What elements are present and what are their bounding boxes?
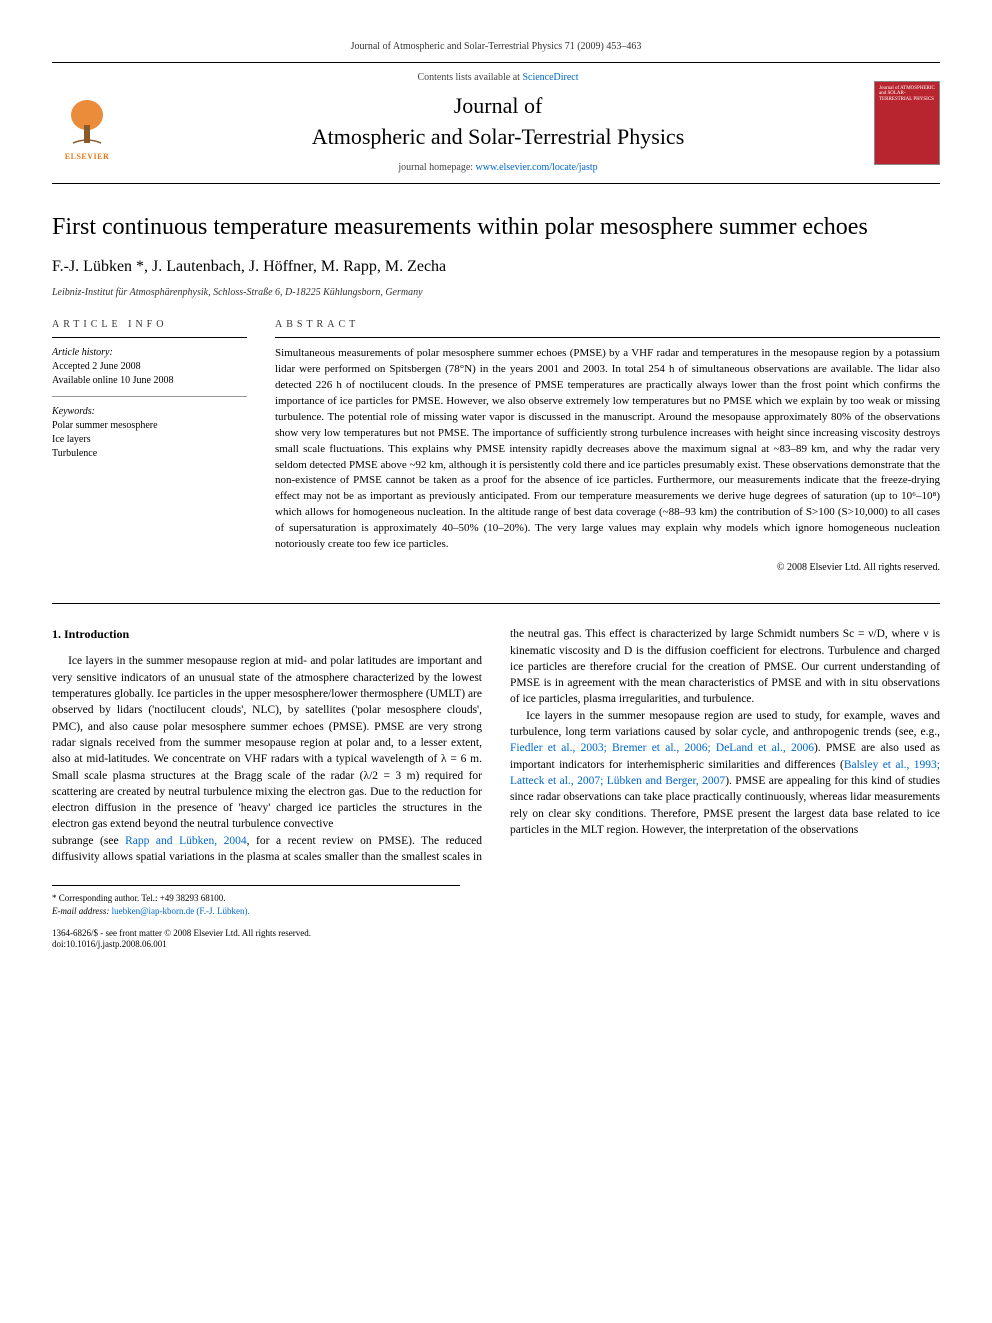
author-email-link[interactable]: luebken@iap-kborn.de (F.-J. Lübken).: [112, 906, 250, 916]
abstract-column: abstract Simultaneous measurements of po…: [275, 318, 940, 575]
article-history: Article history: Accepted 2 June 2008 Av…: [52, 346, 247, 397]
homepage-prefix: journal homepage:: [398, 162, 475, 173]
contents-available: Contents lists available at ScienceDirec…: [134, 71, 862, 85]
intro-para-2: Ice layers in the summer mesopause regio…: [510, 708, 940, 839]
keyword-3: Turbulence: [52, 447, 247, 461]
abstract-text: Simultaneous measurements of polar mesos…: [275, 346, 940, 553]
intro-para-1a: Ice layers in the summer mesopause regio…: [52, 653, 482, 833]
corresponding-author-footer: * Corresponding author. Tel.: +49 38293 …: [52, 885, 460, 917]
page-footer: 1364-6826/$ - see front matter © 2008 El…: [52, 928, 940, 951]
issn-copyright: 1364-6826/$ - see front matter © 2008 El…: [52, 928, 940, 940]
journal-homepage: journal homepage: www.elsevier.com/locat…: [134, 161, 862, 175]
journal-reference: Journal of Atmospheric and Solar-Terrest…: [52, 40, 940, 54]
doi: doi:10.1016/j.jastp.2008.06.001: [52, 939, 940, 951]
email-line: E-mail address: luebken@iap-kborn.de (F.…: [52, 905, 460, 918]
publisher-name: ELSEVIER: [65, 151, 109, 162]
homepage-link[interactable]: www.elsevier.com/locate/jastp: [476, 162, 598, 173]
section-1-heading: 1. Introduction: [52, 626, 482, 643]
journal-header: ELSEVIER Contents lists available at Sci…: [52, 62, 940, 184]
p1b-pre: subrange (see: [52, 835, 125, 847]
author-list: F.-J. Lübken *, J. Lautenbach, J. Höffne…: [52, 256, 940, 278]
history-accepted: Accepted 2 June 2008: [52, 360, 247, 374]
article-body: 1. Introduction Ice layers in the summer…: [52, 626, 940, 865]
affiliation: Leibniz-Institut für Atmosphärenphysik, …: [52, 286, 940, 300]
journal-name-line2: Atmospheric and Solar-Terrestrial Physic…: [134, 122, 862, 153]
abstract-label: abstract: [275, 318, 940, 338]
keywords-block: Keywords: Polar summer mesosphere Ice la…: [52, 405, 247, 461]
p2-pre: Ice layers in the summer mesopause regio…: [510, 710, 940, 738]
journal-cover-thumbnail: Journal of ATMOSPHERIC and SOLAR-TERREST…: [874, 81, 940, 165]
history-online: Available online 10 June 2008: [52, 374, 247, 388]
contents-prefix: Contents lists available at: [417, 72, 522, 83]
keyword-2: Ice layers: [52, 433, 247, 447]
journal-name-line1: Journal of: [134, 91, 862, 122]
publisher-logo: ELSEVIER: [52, 84, 122, 162]
divider: [52, 603, 940, 604]
corresponding-author: * Corresponding author. Tel.: +49 38293 …: [52, 892, 460, 905]
header-center: Contents lists available at ScienceDirec…: [122, 71, 874, 175]
history-label: Article history:: [52, 346, 247, 360]
article-info-label: article info: [52, 318, 247, 338]
article-info-column: article info Article history: Accepted 2…: [52, 318, 247, 575]
keyword-1: Polar summer mesosphere: [52, 419, 247, 433]
citation-fiedler-etal[interactable]: Fiedler et al., 2003; Bremer et al., 200…: [510, 742, 814, 754]
keywords-label: Keywords:: [52, 405, 247, 419]
abstract-copyright: © 2008 Elsevier Ltd. All rights reserved…: [275, 561, 940, 575]
elsevier-tree-icon: [63, 97, 111, 149]
info-abstract-row: article info Article history: Accepted 2…: [52, 318, 940, 575]
email-label: E-mail address:: [52, 906, 112, 916]
citation-rapp-lubken[interactable]: Rapp and Lübken, 2004: [125, 835, 247, 847]
sciencedirect-link[interactable]: ScienceDirect: [522, 72, 578, 83]
article-title: First continuous temperature measurement…: [52, 212, 940, 242]
